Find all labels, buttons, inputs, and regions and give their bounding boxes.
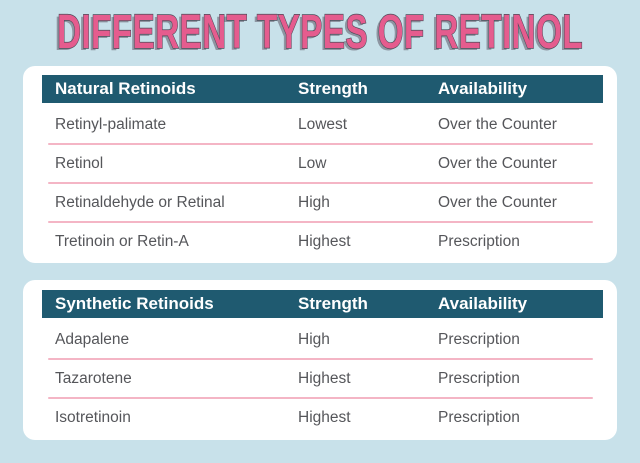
availability-value: Prescription	[438, 369, 520, 387]
retinoid-name: Tazarotene	[55, 369, 132, 387]
natural-table-body: Retinyl-palimate Lowest Over the Counter…	[23, 103, 617, 260]
row-divider	[48, 221, 593, 223]
retinoid-name: Retinol	[55, 154, 104, 172]
strength-value: High	[298, 193, 330, 211]
synthetic-retinoids-card: Synthetic Retinoids Strength Availabilit…	[23, 280, 617, 440]
table-row: Isotretinoin Highest Prescription	[23, 399, 617, 436]
availability-value: Over the Counter	[438, 115, 557, 133]
row-divider	[48, 358, 593, 360]
header-category: Natural Retinoids	[55, 79, 196, 98]
table-row: Tretinoin or Retin-A Highest Prescriptio…	[23, 223, 617, 260]
page-title-shadow: DIFFERENT TYPES OF RETINOL	[55, 8, 581, 58]
table-row: Retinaldehyde or Retinal High Over the C…	[23, 184, 617, 221]
table-row: Retinol Low Over the Counter	[23, 145, 617, 182]
page-title-text: DIFFERENT TYPES OF RETINOL	[57, 6, 583, 58]
availability-value: Prescription	[438, 408, 520, 426]
header-strength: Strength	[298, 79, 368, 98]
retinoid-name: Retinyl-palimate	[55, 115, 167, 133]
availability-value: Over the Counter	[438, 154, 557, 172]
table-row: Adapalene High Prescription	[23, 321, 617, 358]
retinoid-name: Retinaldehyde or Retinal	[55, 193, 225, 211]
availability-value: Prescription	[438, 330, 520, 348]
strength-value: High	[298, 330, 330, 348]
table-row: Retinyl-palimate Lowest Over the Counter	[23, 106, 617, 143]
page-title: DIFFERENT TYPES OF RETINOL DIFFERENT TYP…	[55, 5, 584, 58]
synthetic-table-header: Synthetic Retinoids Strength Availabilit…	[42, 290, 603, 318]
header-category: Synthetic Retinoids	[55, 294, 214, 313]
header-availability: Availability	[438, 79, 528, 98]
retinoid-name: Tretinoin or Retin-A	[55, 232, 189, 250]
availability-value: Over the Counter	[438, 193, 557, 211]
strength-value: Low	[298, 154, 327, 172]
strength-value: Highest	[298, 369, 351, 387]
table-row: Tazarotene Highest Prescription	[23, 360, 617, 397]
natural-table-header: Natural Retinoids Strength Availability	[42, 75, 603, 103]
strength-value: Lowest	[298, 115, 348, 133]
header-strength: Strength	[298, 294, 368, 313]
header-availability: Availability	[438, 294, 528, 313]
availability-value: Prescription	[438, 232, 520, 250]
row-divider	[48, 182, 593, 184]
strength-value: Highest	[298, 408, 351, 426]
synthetic-table-body: Adapalene High Prescription Tazarotene H…	[23, 318, 617, 436]
strength-value: Highest	[298, 232, 351, 250]
natural-retinoids-card: Natural Retinoids Strength Availability …	[23, 66, 617, 263]
row-divider	[48, 397, 593, 399]
retinoid-name: Isotretinoin	[55, 408, 131, 426]
row-divider	[48, 143, 593, 145]
retinoid-name: Adapalene	[55, 330, 130, 348]
